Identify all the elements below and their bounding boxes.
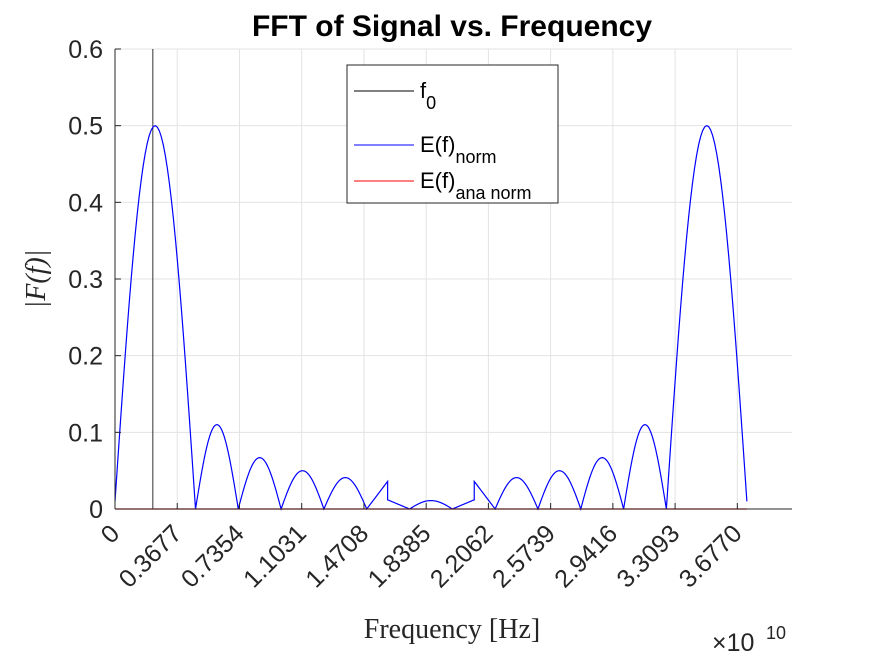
legend-label: E(f)norm bbox=[420, 132, 496, 167]
y-tick-label: 0.5 bbox=[68, 113, 103, 141]
legend-box bbox=[346, 64, 559, 204]
y-tick-label: 0.4 bbox=[68, 189, 103, 217]
y-axis-label: |F(f)| bbox=[21, 250, 52, 309]
legend-label: f0 bbox=[420, 78, 436, 113]
chart-title: FFT of Signal vs. Frequency bbox=[252, 10, 652, 43]
y-tick-label: 0.2 bbox=[68, 343, 103, 371]
y-tick-label: 0 bbox=[89, 496, 103, 524]
legend-label: E(f)ana norm bbox=[420, 168, 532, 203]
y-tick-label: 0.3 bbox=[68, 266, 103, 294]
y-tick-label: 0.6 bbox=[68, 36, 103, 64]
x-exponent-power: 10 bbox=[766, 623, 786, 643]
axes bbox=[114, 48, 792, 510]
series-e-norm-line bbox=[114, 124, 748, 512]
x-exponent-base: ×10 bbox=[712, 629, 754, 656]
x-axis-label: Frequency [Hz] bbox=[364, 614, 540, 645]
x-exponent: ×10 10 bbox=[712, 623, 786, 656]
y-tick-label: 0.1 bbox=[68, 419, 103, 447]
